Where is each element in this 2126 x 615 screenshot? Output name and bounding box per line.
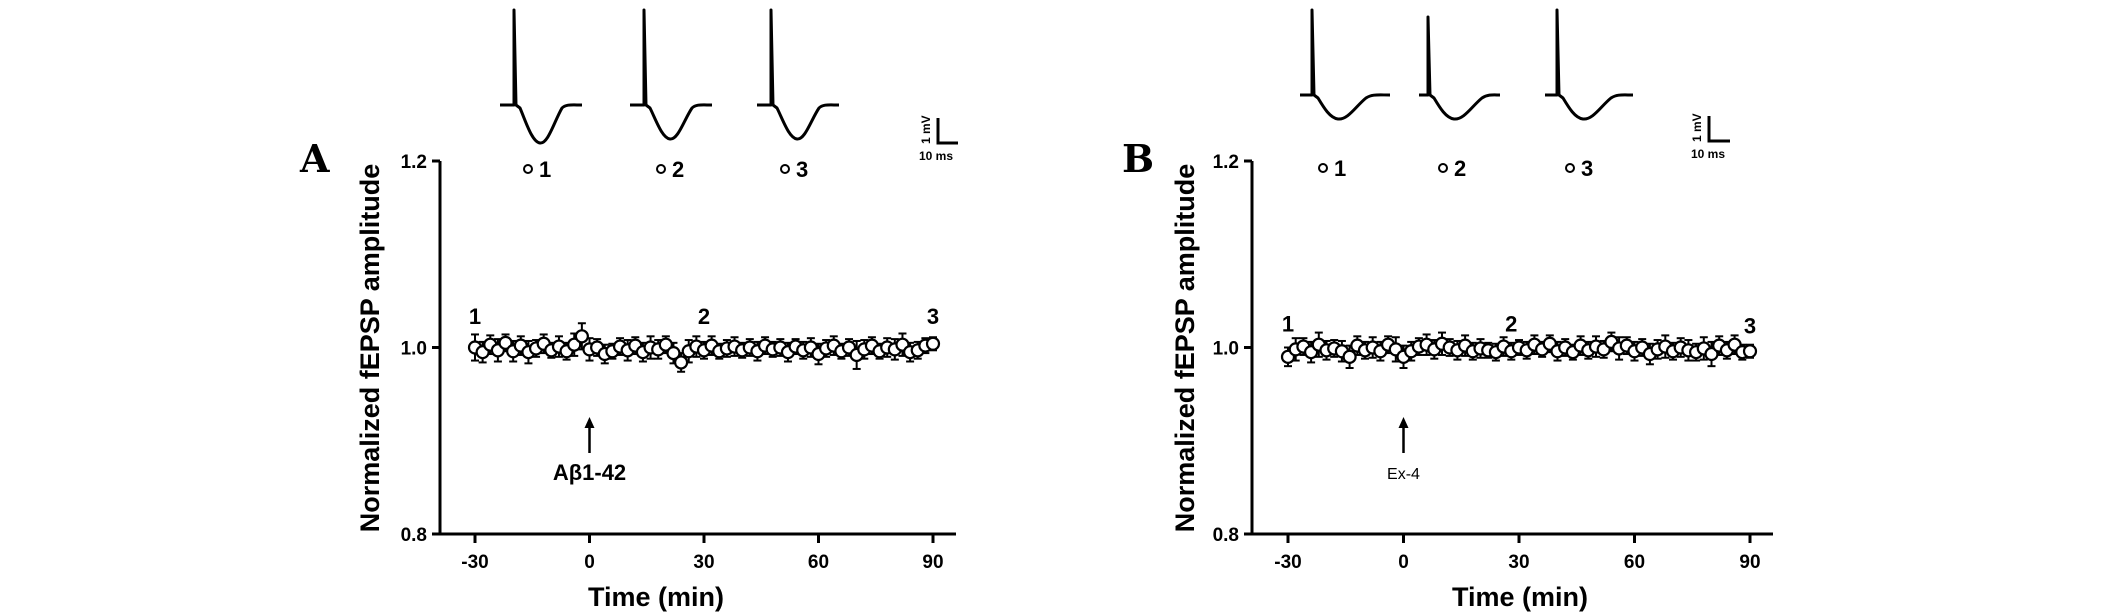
time-point-label: 3 [927,304,939,329]
y-tick-label: 1.0 [1213,339,1239,360]
axes: Normalized fEPSP amplitude Time (min) 0.… [355,152,956,612]
x-ticks: -30 0 30 60 90 [461,534,944,573]
data-point [673,355,689,370]
trace-label-3: 3 [796,157,808,182]
x-tick-label: 30 [1508,552,1529,573]
x-tick-label: 90 [922,552,943,573]
time-point-label: 3 [1744,314,1756,339]
trace-label-2: 2 [672,157,684,182]
annotations: 1 2 3 Aβ1-42 [469,304,939,485]
panel-b: B 1 2 3 1 mV 10 ms Normalized fEPSP ampl… [1122,8,1773,612]
scale-bar-time-label: 10 ms [1691,147,1725,161]
y-tick-label: 0.8 [1213,525,1239,546]
x-tick-label: 0 [584,552,595,573]
panel-letter-a: A [299,136,330,181]
x-tick-label: 90 [1739,552,1760,573]
panel-a: A 1 2 3 1 mV 10 ms Normalized fEPSP ampl… [299,8,958,612]
data-point [567,337,582,352]
x-tick-label: 60 [808,552,829,573]
fepsp-trace-2 [630,8,713,141]
drug-label: Ex-4 [1387,466,1420,483]
y-tick-label: 0.8 [401,525,427,546]
trace-marker-2 [1438,163,1448,173]
x-ticks: -30 0 30 60 90 [1274,534,1761,573]
fepsp-trace-2 [1419,15,1501,121]
data-point [1742,344,1758,359]
axes: Normalized fEPSP amplitude Time (min) 0.… [1170,152,1773,612]
time-point-label: 2 [698,304,710,329]
drug-arrow-head [1398,417,1409,428]
data-point [574,329,589,344]
scale-bar [1707,116,1730,143]
trace-marker-2 [656,164,666,174]
y-axis-title: Normalized fEPSP amplitude [355,164,385,533]
panel-letter-b: B [1122,136,1154,181]
trace-group: 1 2 3 1 mV 10 ms [500,8,958,182]
data-point [666,345,681,361]
fepsp-trace-1 [500,8,583,145]
trace-marker-3 [780,164,790,174]
trace-label-1: 1 [1334,156,1346,181]
x-axis-title: Time (min) [1452,582,1588,612]
x-axis-title: Time (min) [588,582,724,612]
y-tick-label: 1.0 [401,339,427,360]
time-point-label: 1 [1282,312,1294,337]
data-series [1280,331,1758,370]
trace-marker-1 [1318,163,1328,173]
time-point-label: 2 [1505,312,1517,337]
x-tick-label: -30 [1274,552,1301,573]
x-tick-label: 30 [693,552,714,573]
data-point [658,337,673,352]
trace-group: 1 2 3 1 mV 10 ms [1300,8,1730,181]
data-point [1342,349,1357,364]
trace-label-2: 2 [1454,156,1466,181]
y-ticks: 0.8 1.0 1.2 [401,152,440,546]
trace-label-3: 3 [1581,156,1593,181]
data-point [498,335,513,350]
fepsp-trace-3 [757,8,840,141]
data-point [1704,346,1719,362]
x-tick-label: -30 [461,552,488,573]
annotations: 1 2 3 Ex-4 [1282,312,1756,483]
y-ticks: 0.8 1.0 1.2 [1213,152,1252,546]
trace-marker-1 [523,164,533,174]
scale-bar-voltage-label: 1 mV [1690,113,1704,142]
data-point [925,336,941,351]
data-series [467,322,941,373]
y-tick-label: 1.2 [1213,152,1239,173]
drug-label: Aβ1-42 [553,460,626,485]
scale-bar [936,118,958,145]
x-tick-label: 0 [1398,552,1409,573]
drug-arrow-head [584,417,595,428]
x-tick-label: 60 [1624,552,1645,573]
time-point-label: 1 [469,304,481,329]
fepsp-trace-3 [1545,8,1634,121]
y-axis-title: Normalized fEPSP amplitude [1170,164,1200,533]
trace-label-1: 1 [539,157,551,182]
trace-marker-3 [1565,163,1575,173]
y-tick-label: 1.2 [401,152,427,173]
fepsp-trace-1 [1300,8,1391,121]
scale-bar-voltage-label: 1 mV [919,115,933,144]
scale-bar-time-label: 10 ms [919,149,953,163]
